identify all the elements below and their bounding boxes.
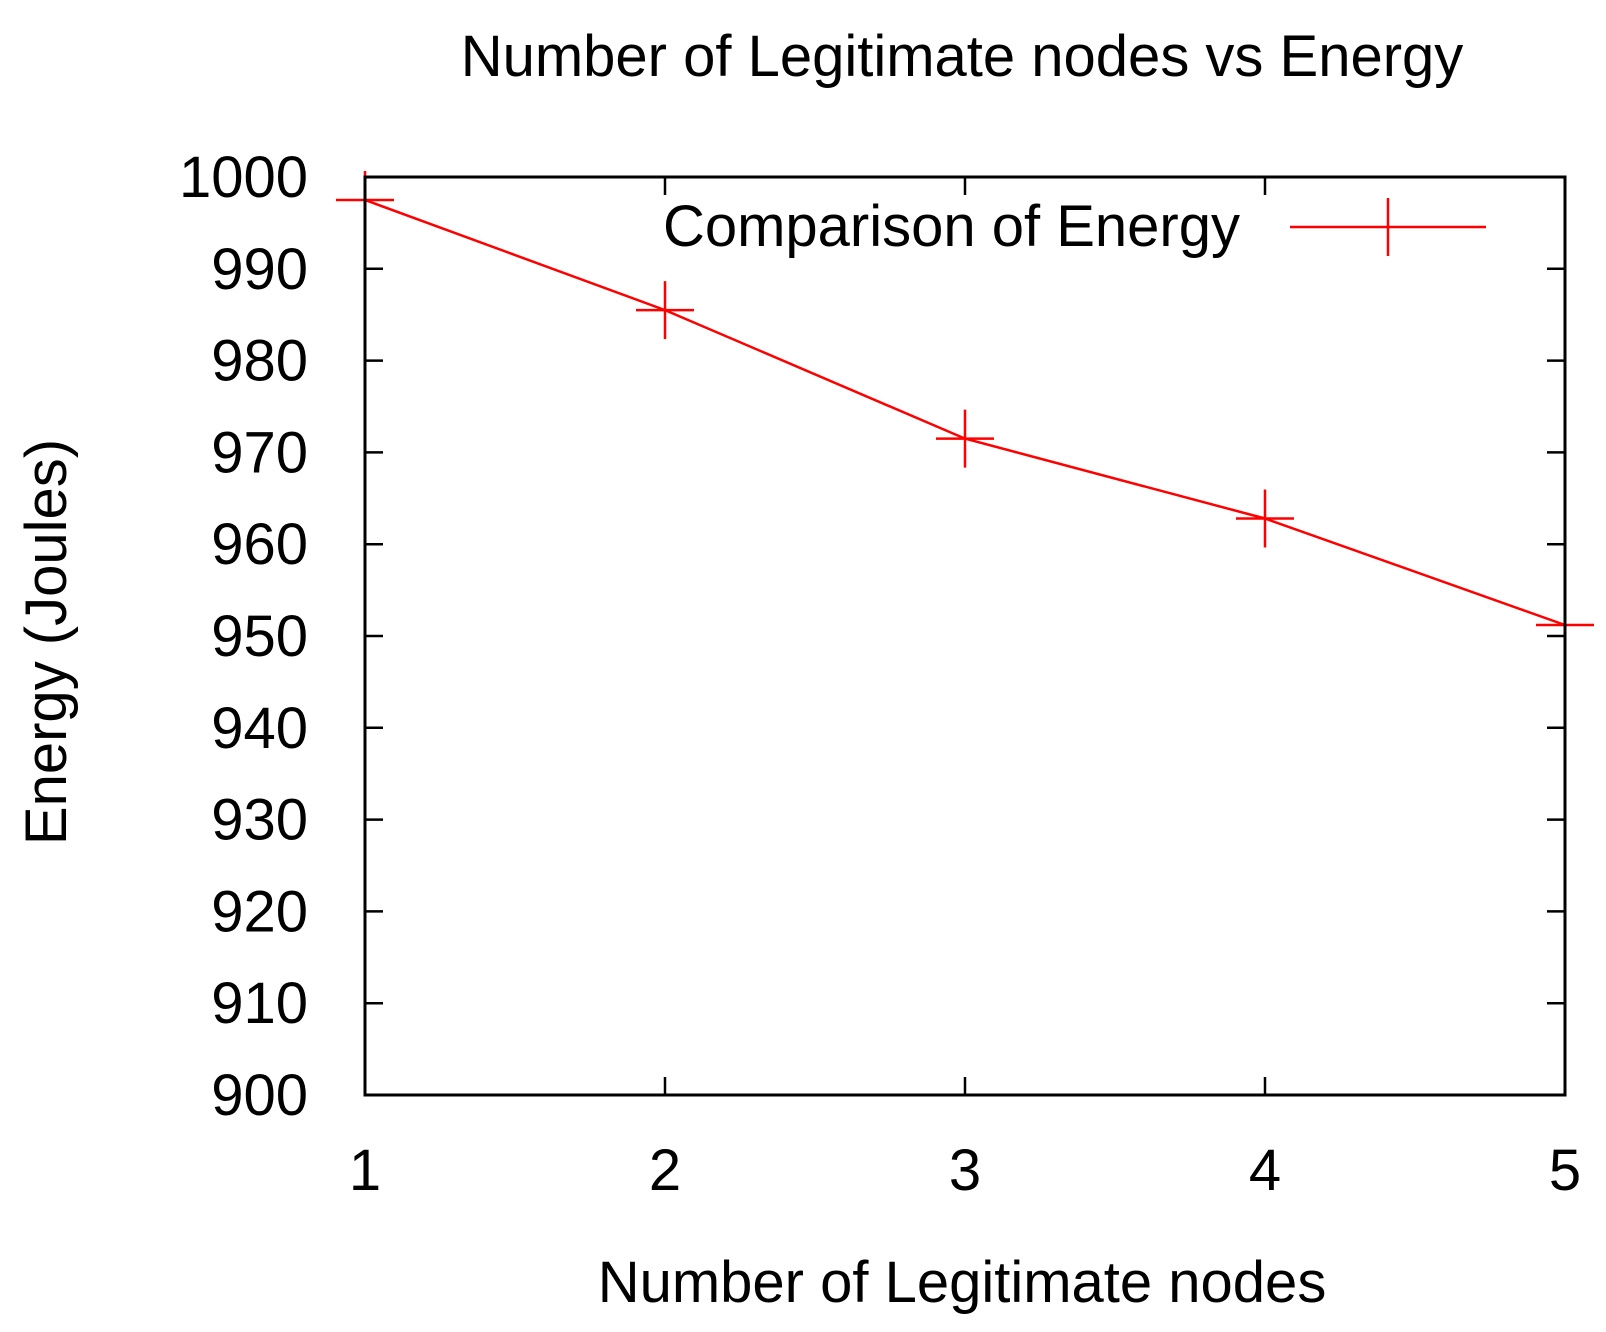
plot-frame: [363, 175, 1567, 1097]
y-tick-label: 940: [211, 696, 308, 761]
x-axis-label: Number of Legitimate nodes: [598, 1250, 1327, 1315]
x-tick-label: 4: [1249, 1138, 1281, 1203]
data-point-marker: [1236, 489, 1294, 548]
y-tick-label: 930: [211, 788, 308, 853]
y-tick-label: 970: [211, 420, 308, 485]
data-point-marker: [636, 281, 694, 340]
y-tick-label: 960: [211, 512, 308, 577]
x-tick-label: 2: [649, 1138, 681, 1203]
y-tick-label: 910: [211, 971, 308, 1036]
y-tick-label: 980: [211, 329, 308, 394]
y-tick-label: 900: [211, 1063, 308, 1128]
x-tick-label: 1: [349, 1138, 381, 1203]
legend-label: Comparison of Energy: [663, 194, 1240, 259]
y-tick-label: 1000: [179, 145, 308, 210]
legend: Comparison of Energy: [663, 194, 1486, 259]
chart-title: Number of Legitimate nodes vs Energy: [461, 24, 1464, 89]
y-tick-label: 920: [211, 879, 308, 944]
y-tick-label: 990: [211, 237, 308, 302]
axis-ticks: 900 910 920 930 940 950 960 970 980 990 1000 1 2 3 4 5: [179, 145, 1581, 1203]
y-tick-label: 950: [211, 604, 308, 669]
x-tick-label: 5: [1549, 1138, 1581, 1203]
y-axis-label: Energy (Joules): [14, 439, 79, 845]
series-layer: [336, 170, 1594, 654]
x-tick-label: 3: [949, 1138, 981, 1203]
data-point-marker: [936, 409, 994, 468]
